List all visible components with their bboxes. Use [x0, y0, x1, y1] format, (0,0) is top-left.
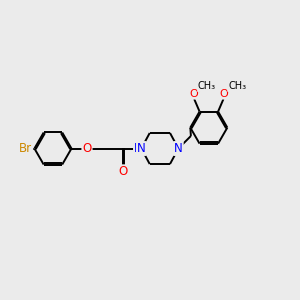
Text: CH₃: CH₃: [228, 81, 246, 91]
Text: N: N: [137, 142, 146, 155]
Text: O: O: [118, 165, 128, 178]
Text: N: N: [134, 142, 143, 155]
Text: O: O: [219, 89, 228, 99]
Text: N: N: [174, 142, 183, 155]
Text: O: O: [190, 89, 199, 99]
Text: Br: Br: [19, 142, 32, 155]
Text: O: O: [82, 142, 91, 155]
Text: CH₃: CH₃: [198, 81, 216, 91]
